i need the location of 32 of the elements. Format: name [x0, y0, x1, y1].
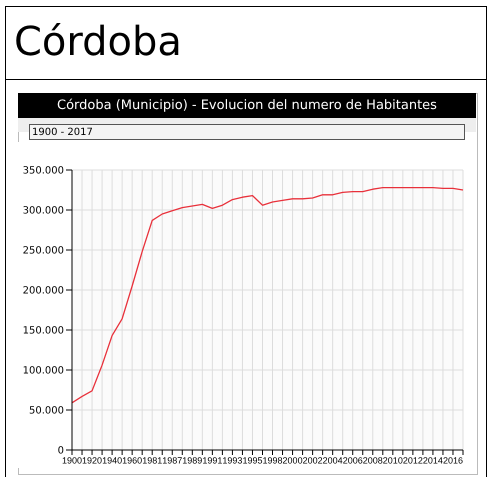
- text: 1900 - 2017: [32, 127, 93, 138]
- x-tick-label: 1995: [242, 455, 262, 466]
- x-tick-label: 2008: [362, 455, 383, 466]
- x-tick-label: 2012: [402, 455, 423, 466]
- x-tick-label: 2000: [282, 455, 303, 466]
- x-tick-label: 1989: [182, 455, 202, 466]
- line-series: [71, 186, 464, 404]
- x-tick-label: 2010: [382, 455, 403, 466]
- x-tick-label: 1900: [62, 455, 82, 466]
- x-tick-label: 1987: [162, 455, 182, 466]
- chart-title: Córdoba: [14, 18, 182, 66]
- x-tick-label: 2006: [342, 455, 363, 466]
- x-tick-label: 1920: [82, 455, 102, 466]
- x-tick-label: 1940: [102, 455, 122, 466]
- x-tick-label: 1981: [142, 455, 162, 466]
- y-tick-label: 350.000: [22, 166, 64, 177]
- y-tick-label: 50.000: [29, 406, 64, 417]
- x-tick-label: 2002: [302, 455, 323, 466]
- y-tick-label: 200.000: [22, 286, 64, 297]
- y-tick-label: 300.000: [22, 206, 64, 217]
- chart-subtitle: Córdoba (Municipio) - Evolucion del numero de Habitantes: [18, 93, 476, 118]
- x-tick-label: 1993: [222, 455, 242, 466]
- y-tick-label: 0: [58, 446, 64, 457]
- x-tick-label: 1991: [202, 455, 222, 466]
- y-tick-label: 250.000: [22, 246, 64, 257]
- x-tick-label: 2014: [422, 455, 443, 466]
- y-tick-label: 150.000: [22, 326, 64, 337]
- x-tick-label: 2004: [322, 455, 343, 466]
- x-tick-label: 1960: [122, 455, 142, 466]
- y-tick-label: 100.000: [22, 366, 64, 377]
- x-tick-label: 1998: [262, 455, 283, 466]
- x-tick-label: 2016: [442, 455, 463, 466]
